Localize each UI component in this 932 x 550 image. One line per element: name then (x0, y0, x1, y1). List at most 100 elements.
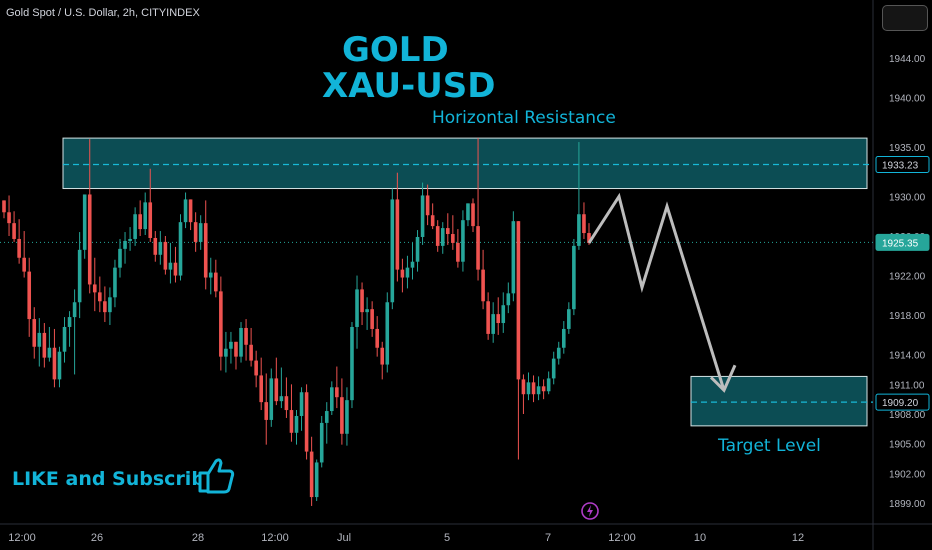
price-tag-label: 1909.20 (882, 398, 919, 409)
candle-body (335, 387, 339, 398)
resistance-zone[interactable] (62, 137, 868, 190)
x-tick-label: 7 (545, 532, 551, 544)
candle-body (264, 402, 269, 420)
like-subscribe-text: LIKE and Subscribe (12, 468, 218, 490)
candle-body (92, 284, 97, 293)
candle-body (153, 237, 158, 255)
candle-body (52, 347, 57, 380)
chart-title-gold: GOLD (342, 30, 449, 70)
candle-body (259, 375, 263, 403)
resistance-label: Horizontal Resistance (432, 108, 616, 128)
candle-body (2, 200, 6, 213)
y-tick-label: 1940.00 (889, 94, 926, 105)
x-tick-label: 12:00 (8, 532, 36, 544)
candle-body (234, 341, 238, 357)
candle-body (496, 314, 501, 324)
candle-body (324, 411, 329, 423)
price-tag-box (875, 156, 930, 174)
y-tick-label: 1918.00 (889, 311, 926, 322)
projection-path[interactable] (587, 192, 726, 391)
y-tick-label: 1908.00 (889, 410, 926, 421)
candle-body (526, 382, 531, 395)
candle-body (461, 220, 465, 262)
candle-body (148, 202, 153, 238)
candle-body (536, 386, 541, 395)
x-tick-label: 28 (192, 532, 204, 544)
candle-body (511, 221, 516, 294)
x-tick-label: 12:00 (608, 532, 636, 544)
y-tick-label: 1902.00 (889, 469, 926, 480)
candle-body (82, 194, 87, 250)
candle-body (330, 387, 334, 412)
candle-body (249, 344, 253, 361)
candle-body (551, 358, 556, 379)
candle-body (37, 332, 42, 347)
candle-body (546, 378, 551, 392)
candle-body (138, 214, 142, 230)
candle-body (224, 348, 228, 357)
candle-body (244, 327, 248, 345)
candle-body (481, 269, 485, 302)
target-zone[interactable] (690, 375, 868, 427)
x-tick-label: 5 (444, 532, 450, 544)
candle-body (319, 422, 324, 463)
candle-body (77, 249, 82, 303)
target-label: Target Level (718, 436, 821, 456)
candle-body (173, 262, 178, 276)
x-tick-label: Jul (337, 532, 351, 544)
candle-body (445, 228, 450, 235)
candle-body (400, 269, 405, 278)
candle-body (395, 199, 400, 270)
candle-body (425, 195, 430, 216)
candle-body (203, 223, 208, 278)
x-tick-label: 12:00 (261, 532, 289, 544)
candle-body (466, 203, 470, 221)
candle-body (284, 396, 289, 411)
candle-body (123, 240, 127, 249)
thumbs-up-icon (198, 458, 235, 494)
candle-body (501, 305, 506, 324)
tradingview-logo-icon[interactable] (581, 502, 599, 520)
candle-body (294, 415, 299, 433)
candle-body (12, 223, 16, 239)
candle-body (108, 297, 112, 313)
candle-body (567, 309, 571, 329)
candle-body (430, 215, 435, 227)
candle-body (274, 378, 279, 402)
candle-body (309, 451, 314, 498)
candle-body (415, 236, 420, 262)
price-tag-label: 1933.23 (882, 161, 919, 172)
candle-body (456, 242, 460, 262)
candle-body (541, 386, 546, 392)
candle-body (67, 317, 72, 327)
candle-body (380, 347, 385, 365)
candle-body (168, 262, 173, 270)
y-tick-label: 1944.00 (889, 54, 926, 65)
candle-body (198, 223, 203, 242)
candle-body (345, 400, 349, 434)
candle-body (98, 292, 102, 302)
candle-body (118, 248, 122, 268)
candle-body (556, 347, 561, 359)
candle-body (128, 238, 132, 241)
candle-body (486, 301, 490, 334)
candle-body (143, 202, 148, 230)
chart-menu-button[interactable] (882, 5, 928, 31)
candle-body (385, 302, 390, 365)
candle-body (405, 267, 410, 278)
y-tick-label: 1911.00 (889, 380, 925, 391)
candle-body (113, 267, 117, 298)
y-tick-label: 1935.00 (889, 143, 926, 154)
candle-body (577, 214, 581, 246)
candle-body (360, 289, 364, 313)
candle-body (582, 214, 586, 234)
candle-body (476, 226, 480, 270)
candle-body (7, 212, 11, 224)
candle-body (587, 233, 591, 243)
candle-body (471, 203, 475, 227)
candle-body (561, 328, 566, 348)
candle-body (239, 327, 243, 357)
candle-body (279, 396, 284, 402)
y-tick-label: 1905.00 (889, 440, 926, 451)
